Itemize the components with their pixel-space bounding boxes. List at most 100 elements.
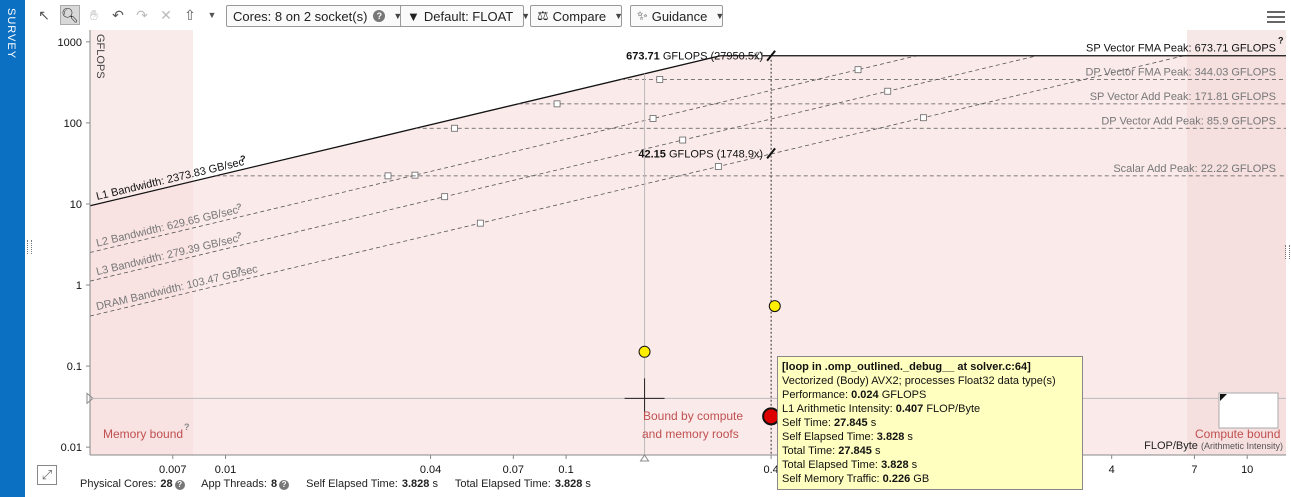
left-resize-handle[interactable] [27,240,32,254]
tooltip-self-time-unit: s [870,417,877,429]
tooltip-total-time-unit: s [874,445,881,457]
app-threads-value: 8 [270,478,278,490]
pointer-icon[interactable]: ↖ [38,6,50,23]
roof-point-marker [854,66,862,74]
self-elapsed-label: Self Elapsed Time: [306,478,398,490]
roof-intersection-label: 673.71 GFLOPS (27950.5x) [626,51,763,63]
help-icon: ? [184,422,190,432]
x-axis-handle [639,454,650,462]
survey-tab-label: SURVEY [5,8,17,60]
bound-both-label-line2: and memory roofs [642,427,739,441]
filter-icon: ▼ [407,8,420,24]
right-resize-handle[interactable] [1285,245,1290,259]
help-icon[interactable]: ? [373,10,386,22]
compare-dropdown[interactable]: ⚖ Compare ▼ [530,5,624,27]
minimap-corner [1220,394,1227,401]
help-icon[interactable]: ? [279,480,290,490]
y-axis-handle [86,392,94,405]
help-icon: ? [240,154,246,164]
x-tick-label: 0.01 [215,464,236,476]
filter-dropdown[interactable]: ▼ Default: FLOAT ▼ [400,5,530,27]
chevron-down-icon: ▼ [715,11,725,21]
roof-point-marker [919,114,927,122]
y-tick-label: 10 [70,199,82,211]
intersection-unit: GFLOPS [663,51,711,63]
tooltip-self-time-label: Self Time: [782,417,831,429]
scale-icon: ⚖ [537,8,549,23]
tooltip-perf-value: 0.024 [851,389,879,401]
roof-point-marker [755,52,763,60]
phys-cores-label: Physical Cores: [80,478,157,490]
expand-icon[interactable]: ⤢ [37,465,57,485]
tooltip-ai-label: L1 Arithmetic Intensity: [782,403,893,415]
chart-minimap [1218,392,1279,429]
x-tick-label: 10 [1241,464,1253,476]
help-icon: ? [1278,36,1284,46]
compute-roof-label: SP Vector FMA Peak: 673.71 GFLOPS [1086,43,1276,55]
compute-roof-label: SP Vector Add Peak: 171.81 GFLOPS [1090,91,1276,103]
redo-icon[interactable]: ↷ [136,6,148,23]
x-axis-sublabel: (Arithmetic Intensity) [1201,441,1283,451]
bandwidth-roof-line [90,55,1184,317]
tooltip-total-time-value: 27.845 [838,445,872,457]
help-icon: ? [236,265,242,275]
y-tick-label: 0.01 [61,442,82,454]
tooltip-perf-unit: GFLOPS [881,389,927,401]
roof-point-marker [441,193,449,201]
help-icon: ? [236,230,242,240]
guidance-dropdown[interactable]: ✨︎ Guidance ▼ [630,5,725,27]
tooltip-total-elapsed-value: 3.828 [881,459,909,471]
x-tick-label: 0.007 [159,464,187,476]
roof-point-marker [476,219,484,227]
survey-side-tab[interactable]: SURVEY [0,0,25,497]
roof-point-marker [384,172,392,180]
compute-bound-zone [1187,30,1286,455]
roof-point-marker [451,124,458,132]
y-tick-label: 100 [64,118,82,130]
guidance-label: Guidance [651,8,708,24]
x-tick-label: 0.07 [503,464,524,476]
wand-icon: ✨︎ [637,8,648,23]
intersection-ratio: (27950.5x) [711,51,764,63]
loop-point[interactable] [638,345,651,358]
roof-point-marker [884,87,892,95]
total-elapsed-label: Total Elapsed Time: [454,478,551,490]
zoom-icon[interactable]: 🔍︎ [60,5,80,25]
roof-intersection-marker [766,147,776,159]
export-icon[interactable]: ⇧ [184,6,196,23]
roof-point-marker [679,136,687,144]
roof-point-marker [411,171,419,179]
bandwidth-roof-line [90,55,1037,282]
x-axis-label: FLOP/Byte (Arithmetic Intensity) [1144,440,1283,452]
chevron-down-icon: ▼ [521,11,531,21]
export-caret-icon[interactable]: ▼ [207,10,217,20]
tooltip-ai-unit: FLOP/Byte [926,403,981,415]
total-elapsed-value: 3.828 [554,478,583,490]
intersection-ratio: (1748.9x) [717,148,763,160]
chevron-down-icon: ▼ [614,11,624,21]
roof-point-marker [656,76,664,83]
intersection-unit: GFLOPS [669,148,717,160]
help-icon[interactable]: ? [174,480,185,490]
menu-icon[interactable] [1267,8,1285,26]
roof-shaded-area [90,55,1286,455]
app-threads-label: App Threads: [201,478,267,490]
cores-value: 8 on 2 socket(s) [274,8,368,24]
memory-bound-zone [90,30,193,455]
roof-point-marker [649,115,657,122]
tooltip-total-time-label: Total Time: [782,445,836,457]
tooltip-mem-unit: GB [913,473,930,485]
bandwidth-roof-line [90,55,721,207]
close-icon[interactable]: ✕ [160,6,172,23]
self-elapsed-value: 3.828 [401,478,430,490]
tooltip-perf-label: Performance: [782,389,849,401]
compute-roof-label: DP Vector FMA Peak: 344.03 GFLOPS [1085,66,1276,78]
loop-point[interactable] [768,300,781,313]
memory-bound-label: Memory bound [103,427,183,441]
undo-icon[interactable]: ↶ [112,6,124,23]
pan-hand-icon[interactable]: ✋︎ [90,6,98,23]
tooltip-total-elapsed-label: Total Elapsed Time: [782,459,878,471]
status-footer: Physical Cores: 28? App Threads: 8? Self E… [80,478,595,490]
tooltip-self-elapsed-label: Self Elapsed Time: [782,431,874,443]
